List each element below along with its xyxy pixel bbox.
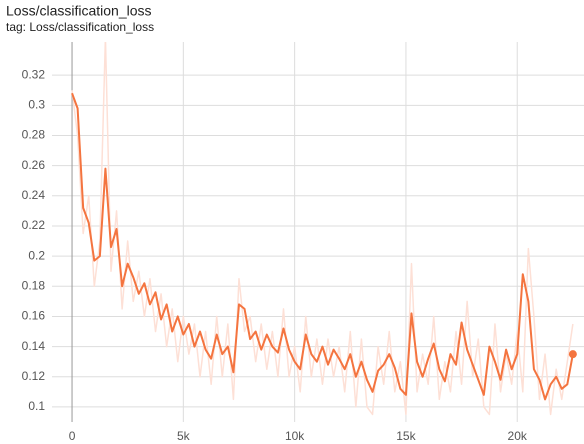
y-tick-label: 0.1 [28,399,45,413]
y-tick-label: 0.32 [22,67,46,81]
y-tick-label: 0.3 [28,98,45,112]
x-tick-label: 0 [69,429,76,443]
last-point [568,350,577,359]
y-tick-label: 0.28 [22,128,46,142]
x-tick-label: 15k [396,429,416,443]
raw-line [71,42,574,416]
grid [52,42,584,422]
y-tick-label: 0.18 [22,278,46,292]
plot [71,42,574,416]
x-tick-label: 10k [285,429,305,443]
y-tick-label: 0.2 [28,248,45,262]
y-tick-label: 0.16 [22,309,46,323]
chart-title: Loss/classification_loss [6,3,152,19]
y-tick-label: 0.24 [22,188,46,202]
y-tick-label: 0.22 [22,218,46,232]
x-tick-label: 5k [177,429,191,443]
y-tick-label: 0.12 [22,369,46,383]
x-tick-label: 20k [508,429,528,443]
y-tick-label: 0.14 [22,339,46,353]
y-tick-label: 0.26 [22,158,46,172]
chart-subtitle: tag: Loss/classification_loss [6,20,154,34]
smoothed-line [71,92,574,401]
